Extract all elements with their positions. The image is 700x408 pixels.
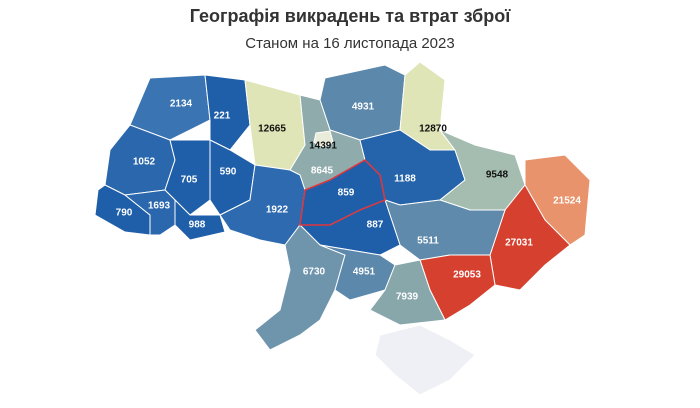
region-value: 9548 — [486, 170, 509, 181]
region — [369, 259, 446, 326]
subtitle: Станом на 16 листопада 2023 — [245, 35, 454, 52]
region — [313, 130, 334, 149]
region-outline — [299, 159, 386, 226]
region — [123, 189, 176, 236]
region-value: 12665 — [258, 124, 286, 135]
region-value: 1922 — [266, 205, 289, 216]
region — [129, 74, 211, 141]
region — [254, 224, 346, 351]
title: Географія викрадень та втрат зброї — [190, 6, 511, 26]
region-value: 21524 — [553, 196, 581, 207]
region-value: 27031 — [505, 238, 533, 249]
region-value: 988 — [189, 220, 206, 231]
region-value: 590 — [220, 167, 237, 178]
region-value: 705 — [181, 175, 198, 186]
labels: 2134 221 12665 4931 12870 8645 14391 1052 705 590… — [116, 99, 582, 303]
region-value: 790 — [116, 208, 133, 219]
region-value: 12870 — [419, 124, 447, 135]
region — [174, 198, 226, 241]
region-value: 4931 — [352, 102, 375, 113]
region-value: 1052 — [133, 157, 156, 168]
region-value: 1693 — [148, 201, 171, 212]
region-value: 5511 — [417, 236, 439, 247]
region-value: 859 — [338, 188, 355, 199]
region-value: 7939 — [396, 292, 419, 303]
region — [374, 324, 476, 396]
region-value: 6730 — [303, 267, 326, 278]
region-value: 221 — [214, 111, 231, 122]
region-value: 14391 — [309, 141, 337, 152]
region-value: 887 — [367, 220, 384, 231]
region-value: 2134 — [170, 99, 193, 110]
region-value: 1188 — [394, 174, 416, 185]
region-value: 29053 — [453, 270, 481, 281]
region-value: 8645 — [311, 166, 334, 177]
regions — [94, 61, 591, 396]
region-value: 4951 — [353, 267, 376, 278]
